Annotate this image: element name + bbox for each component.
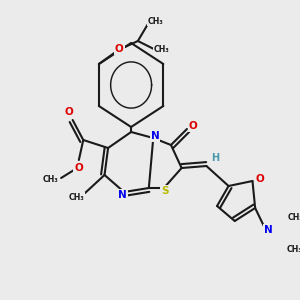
- Text: CH₃: CH₃: [43, 176, 58, 184]
- Text: N: N: [264, 225, 273, 235]
- Text: CH₃: CH₃: [68, 193, 84, 202]
- Text: CH₃: CH₃: [286, 244, 300, 253]
- Text: CH₃: CH₃: [288, 212, 300, 221]
- Text: O: O: [255, 174, 264, 184]
- Text: N: N: [151, 131, 159, 141]
- Text: O: O: [115, 44, 124, 54]
- Text: O: O: [65, 107, 74, 117]
- Text: O: O: [189, 121, 197, 131]
- Text: CH₃: CH₃: [154, 46, 170, 55]
- Text: H: H: [211, 153, 219, 163]
- Text: S: S: [161, 186, 169, 196]
- Text: O: O: [74, 163, 83, 173]
- Text: N: N: [118, 190, 127, 200]
- Text: CH₃: CH₃: [148, 16, 164, 26]
